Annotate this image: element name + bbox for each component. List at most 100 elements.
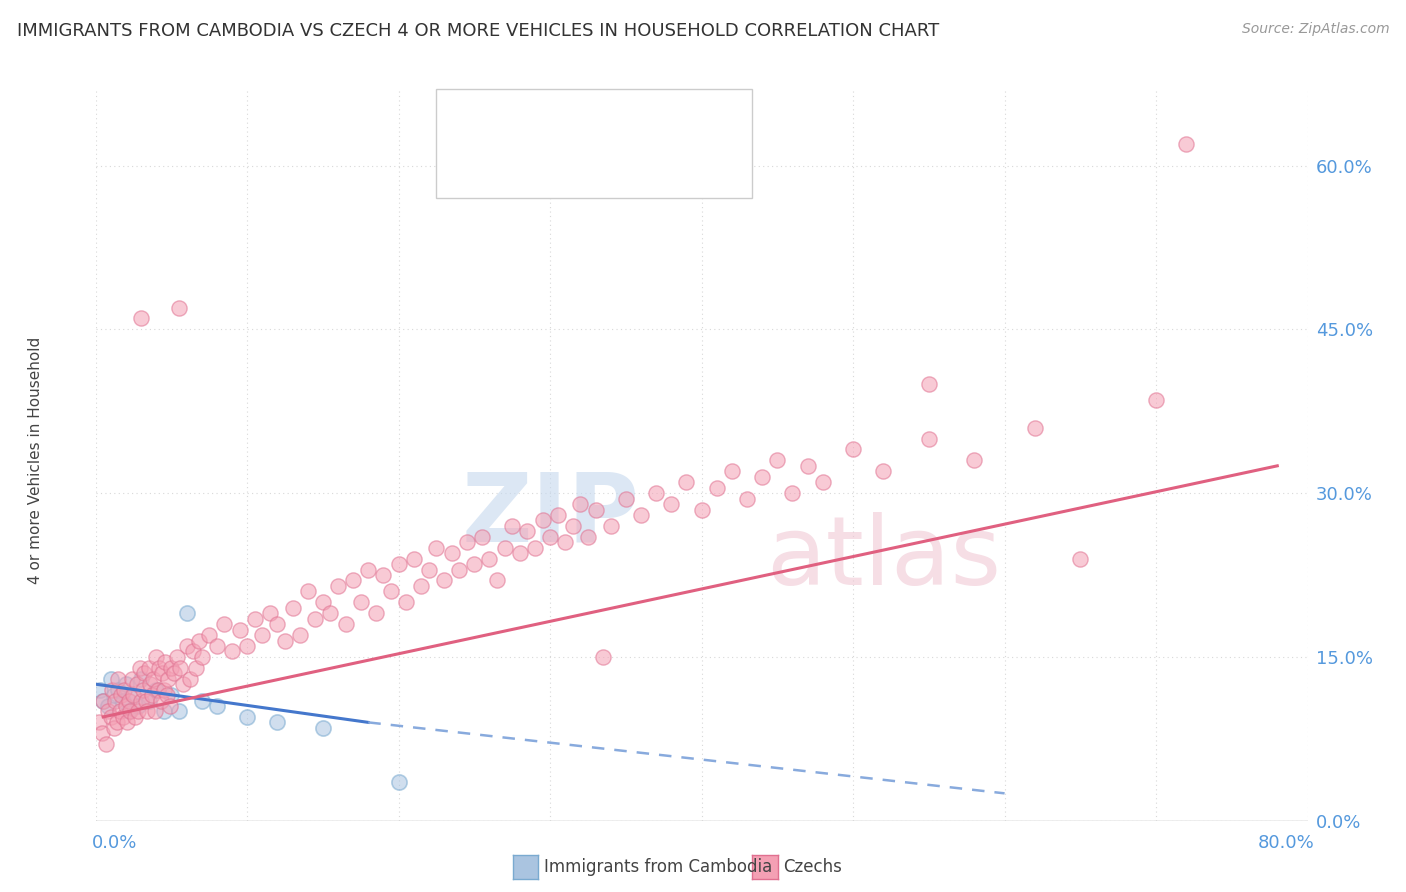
- Point: [690, 502, 713, 516]
- Point: [115, 698, 138, 713]
- Point: [138, 693, 160, 707]
- Point: [198, 628, 221, 642]
- Point: [179, 672, 201, 686]
- Point: [494, 541, 516, 555]
- Point: [108, 705, 131, 719]
- Point: [166, 649, 188, 664]
- Point: [181, 644, 204, 658]
- Point: [143, 705, 166, 719]
- Point: [538, 530, 561, 544]
- Point: [963, 453, 986, 467]
- Point: [645, 486, 668, 500]
- Point: [350, 595, 373, 609]
- Point: [96, 737, 118, 751]
- Point: [145, 682, 167, 697]
- Point: [373, 568, 395, 582]
- Point: [357, 563, 380, 577]
- Point: [274, 633, 297, 648]
- Point: [576, 530, 599, 544]
- Point: [842, 442, 865, 457]
- Point: [312, 721, 335, 735]
- Point: [388, 775, 411, 789]
- Point: [706, 481, 728, 495]
- Point: [160, 688, 183, 702]
- Point: [1175, 136, 1198, 151]
- Point: [115, 677, 138, 691]
- Point: [101, 682, 124, 697]
- Text: 127: 127: [634, 149, 672, 167]
- Text: 4 or more Vehicles in Household: 4 or more Vehicles in Household: [28, 337, 42, 584]
- Point: [449, 563, 471, 577]
- Point: [205, 639, 228, 653]
- Point: [918, 376, 941, 391]
- Point: [735, 491, 758, 506]
- Point: [97, 705, 120, 719]
- Point: [127, 698, 149, 713]
- Point: [221, 644, 243, 658]
- Point: [152, 682, 174, 697]
- Point: [214, 617, 236, 632]
- Point: [117, 715, 139, 730]
- Point: [142, 672, 165, 686]
- Text: IMMIGRANTS FROM CAMBODIA VS CZECH 4 OR MORE VEHICLES IN HOUSEHOLD CORRELATION CH: IMMIGRANTS FROM CAMBODIA VS CZECH 4 OR M…: [17, 22, 939, 40]
- Point: [266, 617, 288, 632]
- Point: [554, 535, 576, 549]
- Point: [172, 677, 194, 691]
- Point: [87, 715, 110, 730]
- Point: [425, 541, 447, 555]
- Point: [107, 672, 129, 686]
- Text: Immigrants from Cambodia: Immigrants from Cambodia: [544, 858, 772, 876]
- Point: [146, 682, 169, 697]
- Point: [486, 574, 509, 588]
- Point: [118, 705, 141, 719]
- Point: [159, 698, 181, 713]
- Point: [456, 535, 478, 549]
- Point: [205, 698, 228, 713]
- Point: [148, 661, 170, 675]
- Point: [259, 606, 281, 620]
- Point: [129, 672, 152, 686]
- Point: [129, 311, 152, 326]
- Point: [766, 453, 789, 467]
- Point: [160, 661, 183, 675]
- Point: [150, 666, 173, 681]
- Point: [592, 649, 614, 664]
- Point: [128, 661, 150, 675]
- Point: [156, 688, 179, 702]
- Point: [388, 557, 411, 571]
- Point: [90, 726, 112, 740]
- Point: [342, 574, 364, 588]
- Point: [100, 672, 122, 686]
- Point: [157, 672, 180, 686]
- Point: [135, 693, 157, 707]
- Point: [228, 623, 250, 637]
- Point: [122, 688, 145, 702]
- Point: [281, 600, 304, 615]
- Point: [124, 710, 146, 724]
- Text: atlas: atlas: [766, 512, 1001, 605]
- Point: [152, 705, 174, 719]
- Point: [1024, 420, 1046, 434]
- Text: R =: R =: [494, 149, 530, 167]
- Text: 0.483: 0.483: [530, 149, 588, 167]
- Text: Czechs: Czechs: [783, 858, 842, 876]
- Point: [1069, 551, 1091, 566]
- Point: [141, 688, 163, 702]
- Point: [304, 612, 326, 626]
- Point: [89, 682, 111, 697]
- Point: [167, 301, 190, 315]
- Point: [395, 595, 418, 609]
- Point: [659, 497, 682, 511]
- Point: [169, 661, 191, 675]
- Point: [132, 666, 155, 681]
- Point: [547, 508, 569, 522]
- Point: [105, 715, 128, 730]
- Point: [516, 524, 538, 539]
- Point: [319, 606, 342, 620]
- Point: [312, 595, 335, 609]
- Text: R =: R =: [494, 112, 530, 129]
- Point: [236, 710, 259, 724]
- Point: [751, 469, 773, 483]
- Point: [872, 464, 894, 478]
- Point: [418, 563, 440, 577]
